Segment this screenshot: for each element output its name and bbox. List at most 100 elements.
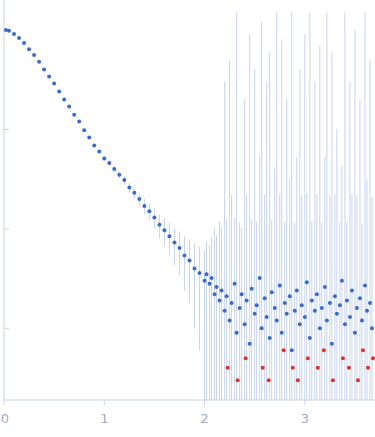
error-bar <box>236 12 237 400</box>
data-point <box>335 312 339 316</box>
error-bar <box>371 197 372 400</box>
data-point <box>198 271 202 275</box>
data-point <box>263 296 267 300</box>
error-bar <box>314 82 315 400</box>
data-point <box>205 272 209 276</box>
error-bar <box>364 12 365 400</box>
data-point <box>267 378 271 382</box>
data-point <box>188 259 192 263</box>
data-point <box>57 90 61 94</box>
data-point <box>363 283 367 287</box>
data-point <box>308 336 312 340</box>
data-point <box>240 292 244 296</box>
data-point <box>112 167 116 171</box>
data-point <box>338 303 342 307</box>
data-point <box>333 294 337 298</box>
error-bar <box>306 193 307 400</box>
data-point <box>288 294 292 298</box>
data-point <box>365 309 369 313</box>
error-bar <box>239 222 240 400</box>
error-bar <box>336 129 337 400</box>
data-point <box>325 318 329 322</box>
data-point <box>215 285 219 289</box>
data-point <box>238 306 242 310</box>
data-point <box>293 309 297 313</box>
data-point <box>268 336 272 340</box>
error-bar <box>289 178 290 400</box>
error-bar <box>286 99 287 400</box>
data-point <box>265 315 269 319</box>
error-bar <box>229 60 230 400</box>
data-point <box>280 331 284 335</box>
error-bar <box>184 236 185 290</box>
data-point <box>322 348 326 352</box>
data-point <box>236 378 240 382</box>
data-point <box>233 282 237 286</box>
data-point <box>203 279 207 283</box>
data-point <box>62 97 66 101</box>
data-point <box>117 173 121 177</box>
error-bar <box>174 228 175 266</box>
data-point <box>77 120 81 124</box>
data-point <box>250 287 254 291</box>
data-point <box>27 47 31 51</box>
data-point <box>295 288 299 292</box>
data-point <box>278 283 282 287</box>
x-tick <box>104 400 105 405</box>
error-bar <box>344 12 345 400</box>
data-point <box>260 326 264 330</box>
error-bar <box>219 221 220 400</box>
data-point <box>340 279 344 283</box>
error-bar <box>209 245 210 400</box>
error-bar <box>164 219 165 247</box>
error-bar <box>194 244 195 328</box>
x-tick-label: 0 <box>1 411 9 426</box>
data-point <box>92 143 96 147</box>
data-point <box>300 303 304 307</box>
error-bar <box>351 194 352 400</box>
error-bar <box>221 227 222 400</box>
error-bar <box>356 196 357 400</box>
error-bar <box>304 34 305 400</box>
error-bar <box>256 222 257 400</box>
data-point <box>343 322 347 326</box>
data-point <box>282 348 286 352</box>
points <box>4 28 375 382</box>
data-point <box>261 366 265 370</box>
y-tick <box>4 328 9 329</box>
data-point <box>315 292 319 296</box>
error-bar <box>246 195 247 400</box>
error-bar <box>251 219 252 400</box>
chart: 0123 <box>0 0 375 437</box>
data-point <box>298 322 302 326</box>
data-point <box>182 253 186 257</box>
error-bar <box>339 222 340 400</box>
error-bar <box>269 52 270 400</box>
error-bar <box>274 167 275 400</box>
data-point <box>366 366 370 370</box>
x-tick-label: 3 <box>301 411 309 426</box>
error-bar <box>179 232 180 276</box>
data-point <box>283 301 287 305</box>
data-point <box>368 301 372 305</box>
data-point <box>157 223 161 227</box>
error-bar <box>189 240 190 303</box>
x-tick <box>204 400 205 405</box>
data-point <box>331 378 335 382</box>
data-point <box>137 197 141 201</box>
error-bar <box>359 99 360 400</box>
data-point <box>97 149 101 153</box>
error-bar <box>329 195 330 400</box>
error-bar <box>324 157 325 400</box>
data-point <box>193 266 197 270</box>
error-bar <box>354 30 355 400</box>
error-bar <box>291 12 292 400</box>
data-point <box>350 288 354 292</box>
data-point <box>228 318 232 322</box>
error-bar <box>211 237 212 400</box>
x-tick <box>304 400 305 405</box>
error-bar <box>296 157 297 400</box>
data-point <box>132 191 136 195</box>
error-bars <box>6 12 372 400</box>
data-point <box>341 356 345 360</box>
